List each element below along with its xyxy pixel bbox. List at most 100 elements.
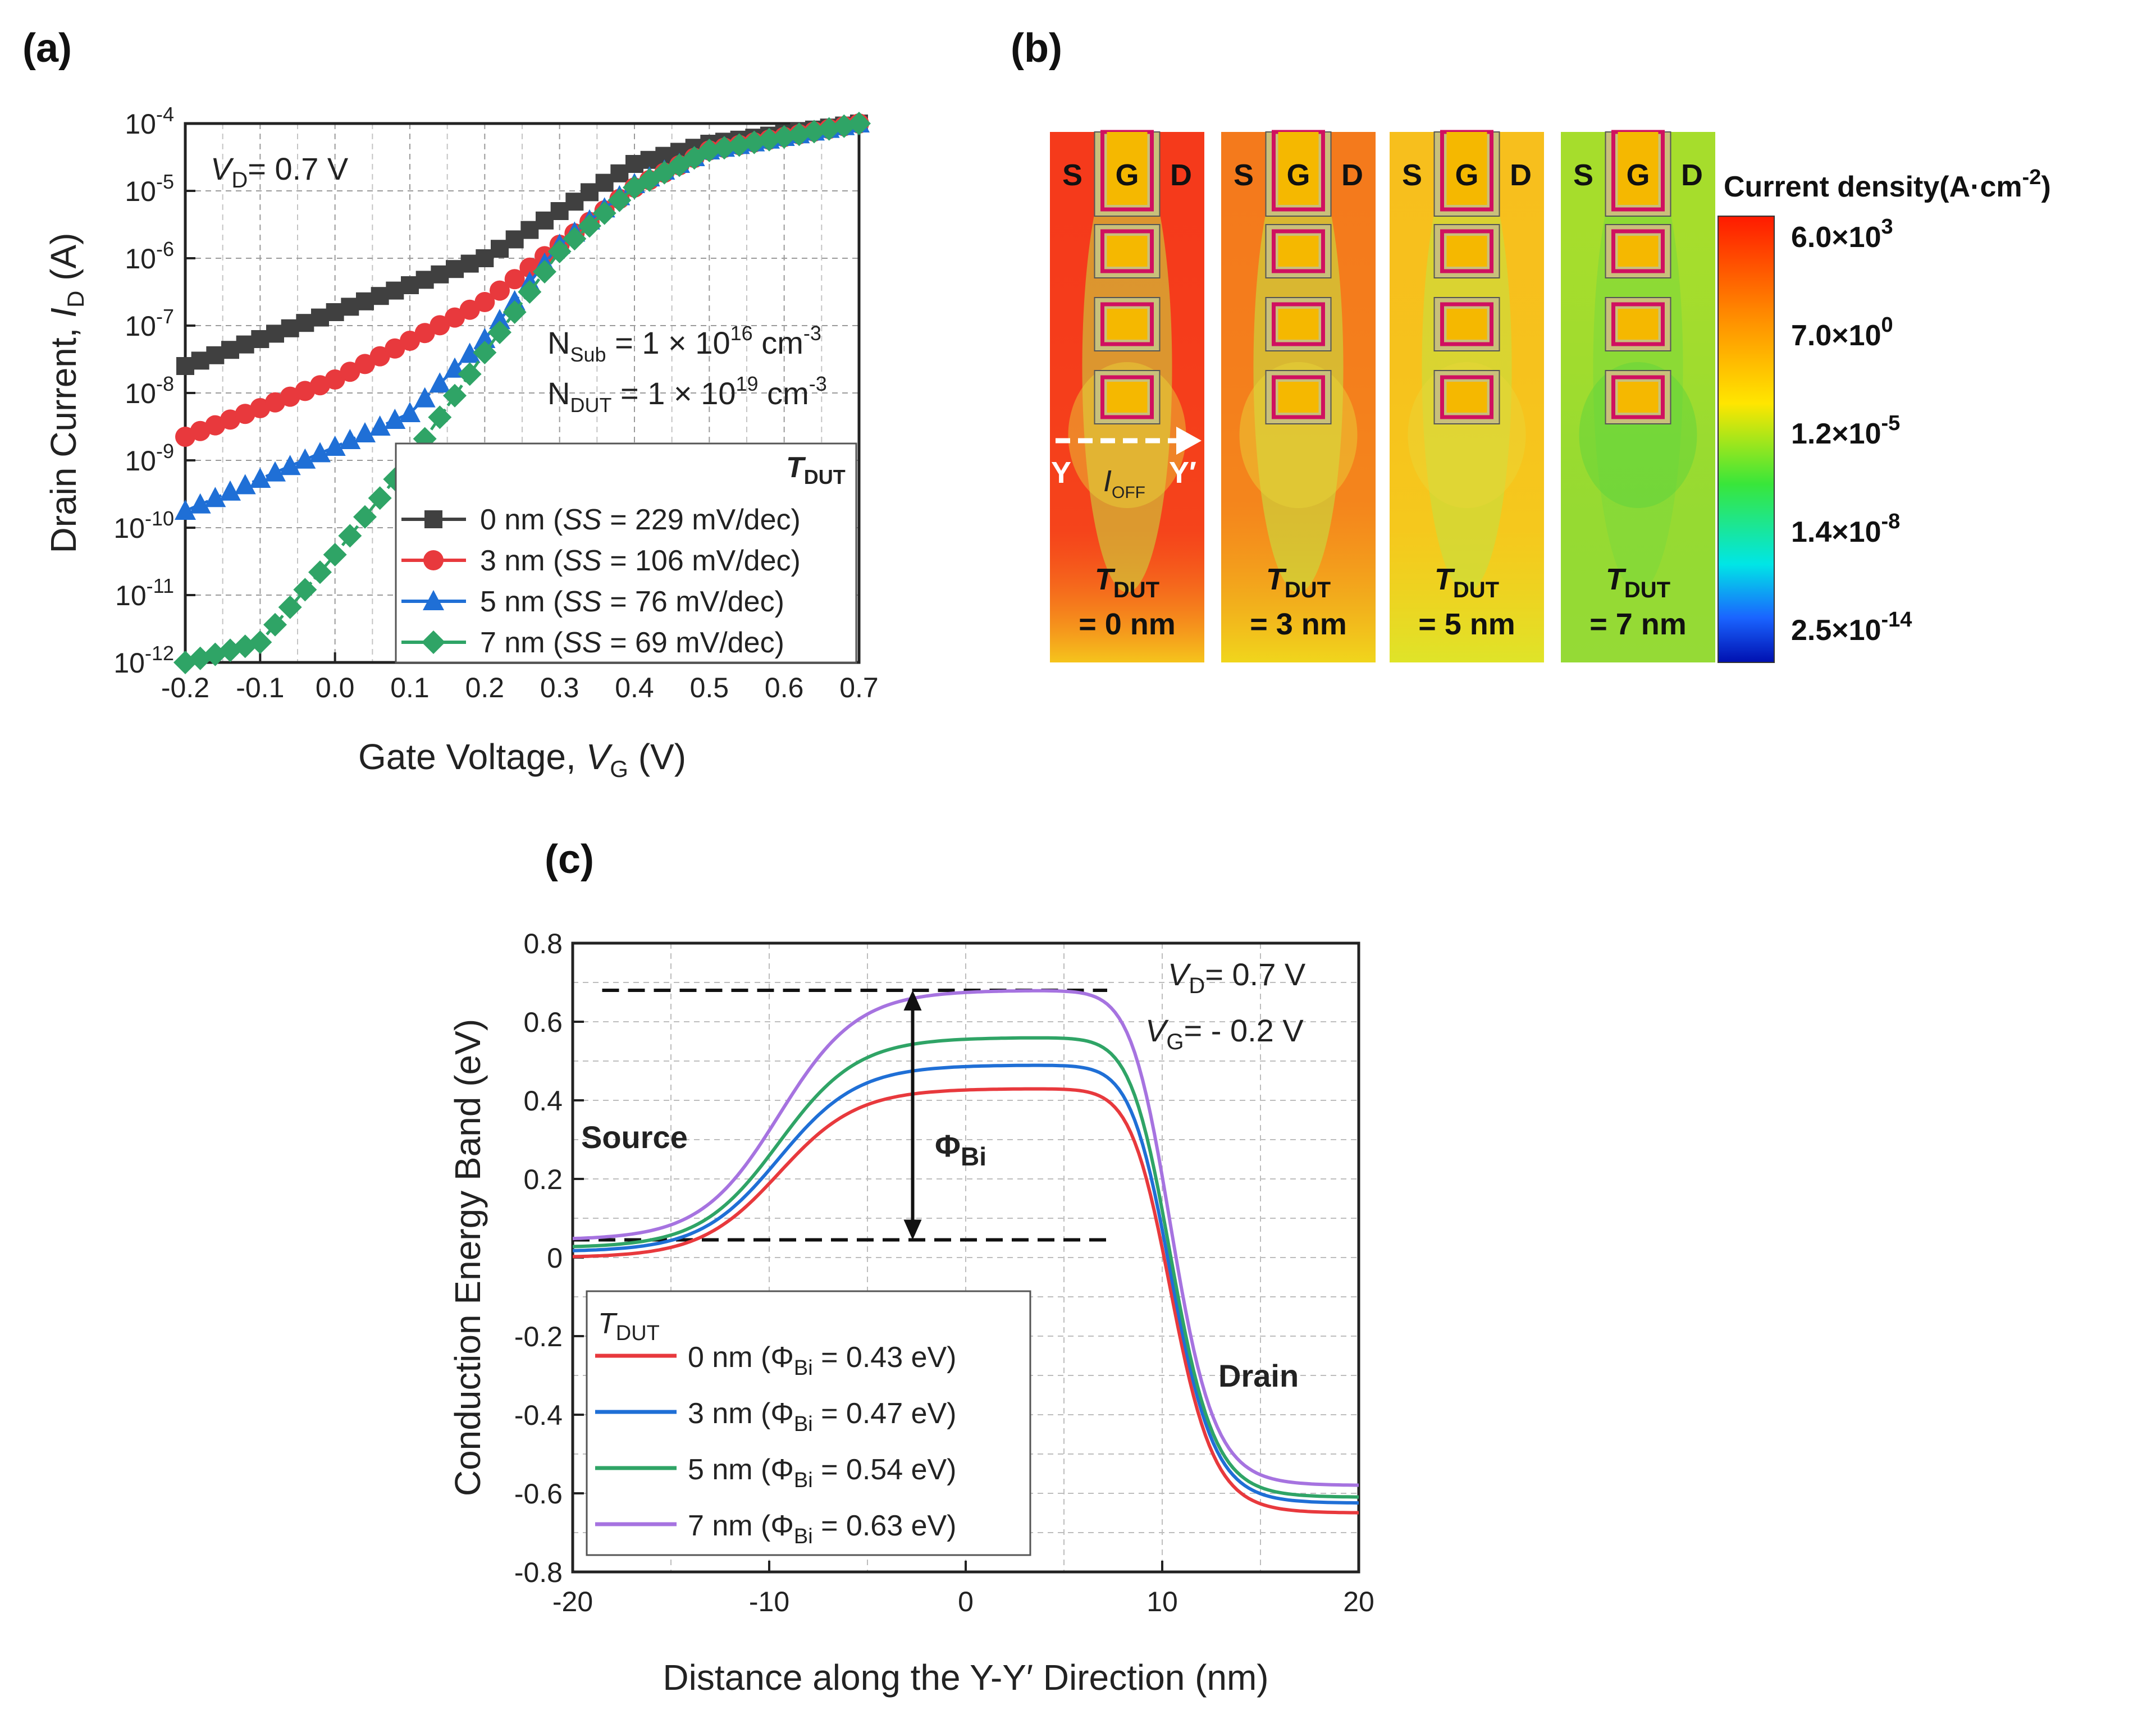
series-7-nm (173, 112, 871, 674)
marker-triangle (399, 402, 421, 422)
legend-label: 0 nm (SS = 229 mV/dec) (480, 504, 801, 536)
x-tick-label: -0.2 (161, 672, 209, 703)
chart-a-y-ticks: 10-4 10-5 10-6 10-7 10-8 10-9 10-10 10-11 10-12 (113, 103, 195, 679)
marker-square (191, 351, 209, 370)
source-terminal-label: S (1234, 158, 1254, 192)
chart-c-grid (573, 943, 1359, 1572)
marker-circle (430, 315, 450, 336)
legend-label: 7 nm (SS = 69 mV/dec) (480, 627, 784, 659)
x-tick-label: -10 (749, 1586, 789, 1617)
chart-a-y-label: Drain Current, ID (A) (43, 233, 89, 554)
marker-triangle (369, 415, 391, 436)
source-label: Source (581, 1119, 688, 1155)
gate-metal (1107, 309, 1148, 340)
marker-diamond (473, 341, 497, 364)
chart-a-series (173, 112, 871, 674)
sim-value-label: = 5 nm (1418, 607, 1515, 641)
gate-oxide (1611, 229, 1665, 273)
marker-triangle (309, 442, 331, 463)
gate-oxide (1611, 375, 1665, 419)
gate-metal (1446, 382, 1487, 413)
marker-diamond (832, 114, 856, 138)
y-tick-label: 0.4 (523, 1085, 563, 1117)
source-terminal-label: S (1573, 158, 1593, 192)
arrow-head-bottom (903, 1219, 922, 1240)
gate-metal (1107, 382, 1148, 413)
marker-diamond (578, 214, 601, 238)
marker-triangle (294, 448, 316, 469)
ioff-label: IOFF (1103, 464, 1145, 502)
marker-triangle (384, 409, 406, 429)
series-0-nm (572, 1087, 1359, 1515)
marker-diamond (422, 630, 445, 654)
marker-diamond (533, 260, 556, 284)
arrow-head-top (903, 990, 922, 1011)
marker-circle (445, 307, 465, 328)
marker-diamond (458, 362, 482, 386)
marker-triangle (429, 372, 451, 393)
drain-terminal-label: D (1681, 158, 1703, 192)
y-tick-label: 10-10 (113, 507, 174, 544)
chart-a-legend: TDUT 0 nm (SS = 229 mV/dec) 3 nm (SS = 10… (395, 442, 857, 664)
gate-oxide (1440, 229, 1493, 273)
marker-square (595, 173, 614, 192)
gate-terminal-label: G (1455, 158, 1478, 192)
marker-diamond (592, 201, 616, 225)
marker-triangle (354, 422, 376, 442)
marker-triangle (264, 461, 286, 482)
drain-terminal-label: D (1170, 158, 1192, 192)
gate-terminal-label: G (1115, 158, 1139, 192)
marker-diamond (338, 524, 362, 548)
phi-bi-arrow (903, 990, 922, 1240)
gate-metal (1278, 309, 1319, 340)
x-tick-label: 0 (958, 1586, 974, 1617)
gate-oxide (1272, 375, 1325, 419)
cut-line: Y Y′ IOFF (1051, 427, 1202, 502)
chart-c-legend-box (586, 1290, 1031, 1556)
marker-square (640, 150, 659, 169)
marker-diamond (772, 125, 796, 149)
simulation-panel-3: S G D TDUT = 7 nm (1561, 130, 1715, 662)
series-7-nm (572, 989, 1359, 1487)
marker-diamond (757, 127, 781, 152)
marker-diamond (263, 612, 287, 637)
panel-label-b: (b) (1011, 26, 1062, 71)
marker-diamond (443, 383, 467, 408)
x-tick-label: 0.7 (839, 672, 879, 703)
chart-a-ndut-annotation: NDUT = 1 × 1019 cm-3 (547, 372, 827, 417)
sim-thickness-label: TDUT (1095, 563, 1159, 602)
x-tick-label: 20 (1343, 1586, 1374, 1617)
simulation-panel-0: S G D TDUT = 0 nm (1050, 130, 1204, 662)
marker-diamond (547, 240, 572, 263)
chart-c-vd-annotation: VD= 0.7 V (1168, 957, 1306, 998)
x-tick-label: 0.2 (465, 672, 505, 703)
marker-diamond (742, 130, 766, 154)
chart-c-y-label: Conduction Energy Band (eV) (447, 1019, 488, 1496)
gate-oxide (1440, 302, 1493, 346)
marker-diamond (518, 280, 542, 304)
y-tick-label: 10-6 (125, 237, 174, 275)
chart-c-y-ticks: 0.8 0.6 0.4 0.2 0 -0.2 -0.4 -0.6 -0.8 (514, 928, 584, 1588)
x-tick-label: -0.1 (236, 672, 284, 703)
marker-diamond (563, 227, 587, 251)
x-tick-label: 0.0 (316, 672, 355, 703)
source-terminal-label: S (1402, 158, 1422, 192)
y-tick-label: 10-12 (113, 642, 174, 679)
gate-metal (1446, 132, 1487, 205)
gate-oxide (1440, 375, 1493, 419)
marker-diamond (488, 321, 511, 344)
gate-metal (1446, 236, 1487, 267)
marker-square (424, 510, 442, 528)
marker-triangle (324, 436, 346, 456)
x-tick-label: 0.5 (690, 672, 729, 703)
legend-label: 3 nm (ΦBi = 0.47 eV) (688, 1397, 957, 1436)
marker-diamond (727, 133, 751, 157)
marker-diamond (817, 117, 841, 141)
marker-square (565, 193, 584, 211)
marker-triangle (220, 480, 241, 501)
cut-label-y: Y (1051, 456, 1071, 490)
marker-triangle (189, 493, 211, 514)
legend-label: 0 nm (ΦBi = 0.43 eV) (688, 1341, 957, 1380)
y-tick-label: -0.2 (514, 1321, 563, 1352)
